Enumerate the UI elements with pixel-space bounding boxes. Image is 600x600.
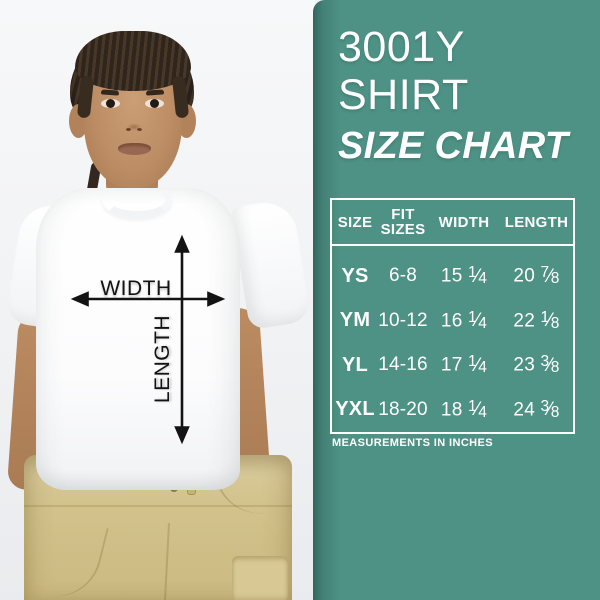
measurements-note: MEASUREMENTS IN INCHES (332, 437, 493, 449)
cell-fit: 10-12 (378, 309, 428, 331)
cell-size: YXL (335, 398, 375, 421)
cell-size: YS (341, 264, 369, 287)
cell-width: 16 1⁄4 (440, 308, 488, 332)
cell-size: YM (339, 309, 371, 332)
model-lips (118, 143, 151, 155)
cell-fit: 6-8 (388, 265, 418, 287)
measurement-arrows (70, 234, 226, 445)
width-arrow-head-left (70, 291, 89, 307)
shorts-cargo-pocket (232, 556, 288, 600)
cell-width: 18 1⁄4 (440, 397, 488, 421)
cell-width: 15 1⁄4 (440, 264, 488, 288)
white-tshirt (36, 188, 240, 490)
length-arrow-head-top (174, 234, 190, 253)
size-chart-panel: 3001Y SHIRT SIZE CHART SIZE FIT SIZES WI… (313, 0, 600, 600)
page-title: 3001Y SHIRT SIZE CHART (338, 23, 568, 170)
col-header-length: LENGTH (504, 213, 569, 231)
col-header-size: SIZE (337, 213, 373, 231)
cell-fit: 18-20 (378, 398, 428, 420)
cell-length: 24 3⁄8 (513, 397, 560, 421)
length-arrow-head-bottom (174, 426, 190, 445)
title-line-product-code: 3001Y (338, 23, 465, 71)
model-nostril-left (126, 128, 131, 131)
model-eye-left (101, 99, 120, 108)
size-table: SIZE FIT SIZES WIDTH LENGTH YS 6-8 15 1⁄… (330, 198, 575, 434)
model-hairline (75, 31, 191, 91)
table-row-ym: YM 10-12 16 1⁄4 22 1⁄8 (332, 299, 573, 344)
shorts-waist-seam (24, 505, 292, 507)
cell-width: 17 1⁄4 (440, 353, 488, 377)
title-line-shirt: SHIRT (338, 71, 469, 119)
size-table-body: YS 6-8 15 1⁄4 20 7⁄8 YM 10-12 16 1⁄4 22 … (332, 248, 573, 432)
cell-fit: 14-16 (378, 354, 428, 376)
model-eye-right (145, 99, 164, 108)
size-table-header: SIZE FIT SIZES WIDTH LENGTH (332, 200, 573, 246)
col-header-fit-sizes: FIT SIZES (380, 206, 426, 238)
cell-length: 22 1⁄8 (513, 308, 560, 332)
table-row-ys: YS 6-8 15 1⁄4 20 7⁄8 (332, 254, 573, 299)
length-label: LENGTH (151, 314, 174, 404)
model-nostril-right (137, 128, 142, 131)
table-row-yl: YL 14-16 17 1⁄4 23 3⁄8 (332, 343, 573, 388)
title-line-size-chart: SIZE CHART (338, 125, 569, 167)
model-photo: WIDTH LENGTH (0, 0, 315, 600)
model-nose (124, 104, 144, 132)
cell-size: YL (342, 353, 368, 376)
width-arrow-head-right (207, 291, 226, 307)
cell-length: 20 7⁄8 (513, 264, 560, 288)
table-row-yxl: YXL 18-20 18 1⁄4 24 3⁄8 (332, 388, 573, 433)
cell-length: 23 3⁄8 (513, 353, 560, 377)
width-label: WIDTH (100, 277, 172, 300)
col-header-width: WIDTH (438, 213, 490, 231)
